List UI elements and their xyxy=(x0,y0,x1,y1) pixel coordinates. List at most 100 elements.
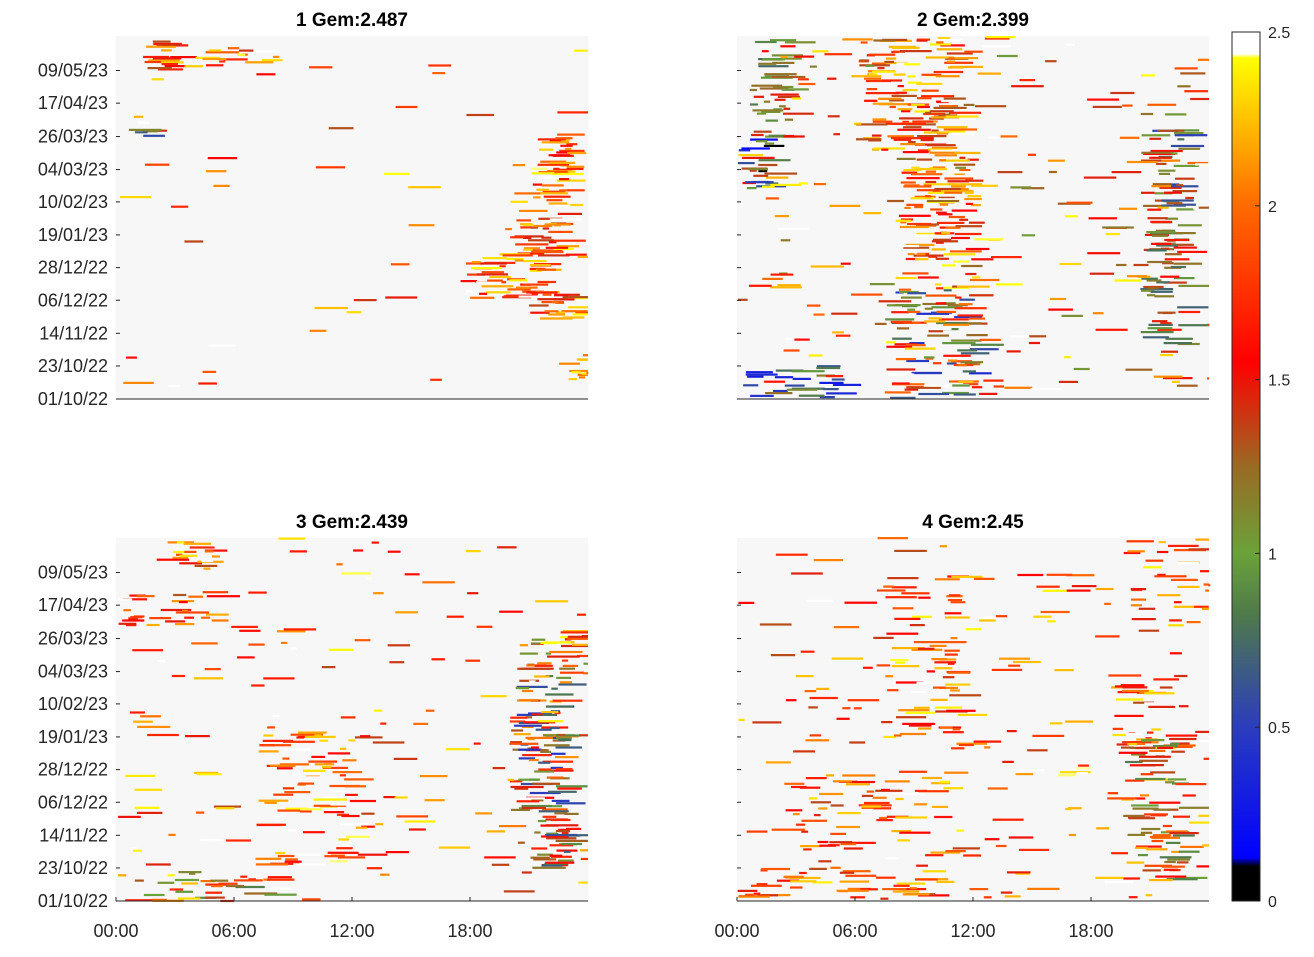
data-segment xyxy=(1167,858,1190,861)
data-segment xyxy=(136,811,163,814)
data-segment xyxy=(822,388,839,391)
data-segment xyxy=(556,849,578,852)
data-segment xyxy=(178,871,202,874)
data-segment xyxy=(897,839,910,842)
data-segment xyxy=(920,138,934,142)
data-segment xyxy=(897,85,904,88)
data-segment xyxy=(537,819,547,823)
data-segment xyxy=(941,113,951,116)
data-segment xyxy=(907,75,916,78)
data-segment xyxy=(577,613,586,616)
data-segment xyxy=(891,586,917,589)
data-segment xyxy=(1198,206,1209,209)
data-segment xyxy=(784,118,793,121)
data-segment xyxy=(1162,377,1193,380)
data-segment xyxy=(752,109,784,112)
data-segment xyxy=(1174,134,1208,137)
data-segment xyxy=(146,45,177,48)
data-segment xyxy=(749,284,772,287)
data-segment xyxy=(1122,104,1133,107)
data-segment xyxy=(555,311,565,314)
data-segment xyxy=(128,617,138,620)
data-segment xyxy=(780,45,796,48)
data-segment xyxy=(964,191,974,194)
data-segment xyxy=(175,611,209,614)
data-segment xyxy=(279,763,309,766)
data-segment xyxy=(151,78,164,81)
data-segment xyxy=(1169,832,1199,835)
data-segment xyxy=(536,188,550,191)
data-segment xyxy=(932,805,949,808)
data-segment xyxy=(954,315,983,319)
data-segment xyxy=(519,209,548,212)
data-segment xyxy=(900,245,920,248)
data-segment xyxy=(962,370,976,373)
data-segment xyxy=(931,248,946,251)
data-segment xyxy=(1168,544,1199,547)
data-segment xyxy=(1171,152,1178,155)
data-segment xyxy=(156,558,189,561)
data-segment xyxy=(987,787,1008,790)
data-segment xyxy=(954,307,987,310)
data-segment xyxy=(910,197,935,200)
data-segment xyxy=(227,47,240,50)
data-segment xyxy=(542,190,566,193)
data-segment xyxy=(383,796,397,799)
data-segment xyxy=(158,68,183,71)
data-segment xyxy=(201,559,214,563)
data-segment xyxy=(834,626,860,629)
data-segment xyxy=(118,815,141,818)
data-segment xyxy=(753,892,761,895)
data-segment xyxy=(886,373,915,376)
data-segment xyxy=(918,596,931,599)
data-segment xyxy=(324,811,345,814)
data-segment xyxy=(938,196,955,199)
data-segment xyxy=(890,320,912,323)
data-segment xyxy=(930,851,961,854)
data-segment xyxy=(963,103,975,106)
data-segment xyxy=(519,652,552,655)
data-segment xyxy=(960,361,984,364)
data-segment xyxy=(481,271,505,274)
data-segment xyxy=(936,241,944,244)
data-segment xyxy=(537,268,556,271)
data-segment xyxy=(958,380,974,384)
data-segment xyxy=(1111,852,1128,855)
data-segment xyxy=(947,304,968,307)
data-segment xyxy=(1027,153,1036,156)
data-segment xyxy=(261,59,283,62)
data-segment xyxy=(766,761,791,764)
data-segment xyxy=(952,132,975,135)
data-segment xyxy=(925,170,936,173)
data-segment xyxy=(885,857,899,860)
data-segment xyxy=(309,329,327,332)
data-segment xyxy=(547,655,580,658)
data-segment xyxy=(759,87,789,90)
data-segment xyxy=(552,699,583,702)
data-segment xyxy=(319,739,329,742)
plot-area-2 xyxy=(737,36,1209,399)
data-segment xyxy=(860,888,878,891)
data-segment xyxy=(1159,186,1182,189)
data-segment xyxy=(525,736,554,739)
x-tick-label: 06:00 xyxy=(832,921,877,941)
data-segment xyxy=(784,57,802,60)
data-segment xyxy=(404,573,420,576)
data-segment xyxy=(549,650,583,654)
data-segment xyxy=(756,140,768,143)
data-segment xyxy=(1160,247,1170,250)
data-segment xyxy=(174,623,195,626)
data-segment xyxy=(921,73,942,76)
data-segment xyxy=(1175,783,1207,786)
data-segment xyxy=(898,709,930,712)
data-segment xyxy=(556,676,571,679)
data-segment xyxy=(900,221,907,224)
data-segment xyxy=(813,313,825,316)
data-segment xyxy=(1160,322,1172,325)
data-segment xyxy=(122,619,145,622)
data-segment xyxy=(1161,159,1181,162)
data-segment xyxy=(911,615,932,618)
data-segment xyxy=(129,847,138,850)
data-segment xyxy=(387,550,401,553)
data-segment xyxy=(954,151,981,155)
